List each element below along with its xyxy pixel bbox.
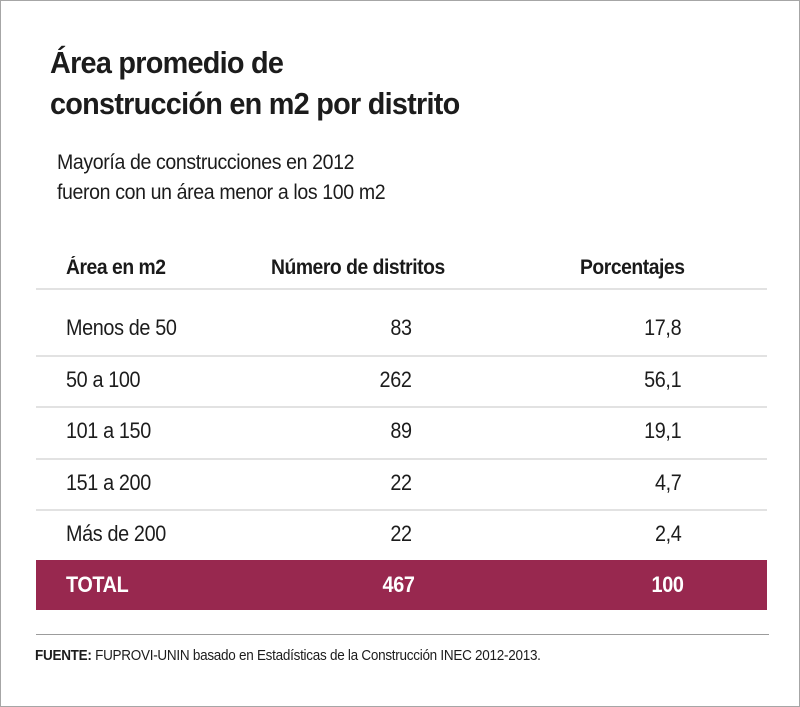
row-count: 83 [390, 315, 413, 340]
row-area: Menos de 50 [66, 315, 177, 340]
row-divider [36, 406, 767, 408]
column-header-count: Número de distritos [271, 256, 445, 279]
row-count: 22 [390, 470, 413, 495]
row-divider [36, 355, 767, 357]
row-percent: 56,1 [643, 367, 681, 392]
column-header-percent: Porcentajes [580, 256, 685, 279]
row-count: 262 [380, 367, 412, 392]
total-percent: 100 [652, 572, 684, 597]
row-divider [36, 458, 767, 460]
source-text: FUPROVI-UNIN basado en Estadísticas de l… [91, 647, 541, 664]
source-note: FUENTE: FUPROVI-UNIN basado en Estadísti… [35, 647, 541, 664]
row-count: 89 [390, 418, 413, 443]
subtitle: Mayoría de construcciones en 2012 fueron… [57, 148, 386, 208]
subtitle-line-1: Mayoría de construcciones en 2012 [57, 151, 355, 174]
total-label: TOTAL [66, 572, 129, 597]
row-percent: 2,4 [654, 521, 682, 546]
total-row: TOTAL 467 100 [36, 560, 767, 610]
row-percent: 17,8 [643, 315, 681, 340]
footer-divider [36, 634, 769, 635]
title-line-1: Área promedio de [50, 45, 284, 80]
subtitle-line-2: fueron con un área menor a los 100 m2 [57, 181, 386, 204]
row-area: 101 a 150 [66, 418, 151, 443]
row-area: 50 a 100 [66, 367, 141, 392]
row-area: Más de 200 [66, 521, 166, 546]
row-area: 151 a 200 [66, 470, 151, 495]
total-count: 467 [383, 572, 415, 597]
row-percent: 4,7 [654, 470, 682, 495]
row-divider [36, 509, 767, 511]
title-line-2: construcción en m2 por distrito [50, 86, 460, 121]
row-count: 22 [390, 521, 413, 546]
header-divider [36, 288, 767, 290]
column-header-area: Área en m2 [66, 256, 166, 279]
page-title: Área promedio de construcción en m2 por … [50, 42, 460, 124]
row-percent: 19,1 [643, 418, 681, 443]
source-label: FUENTE: [35, 647, 92, 664]
